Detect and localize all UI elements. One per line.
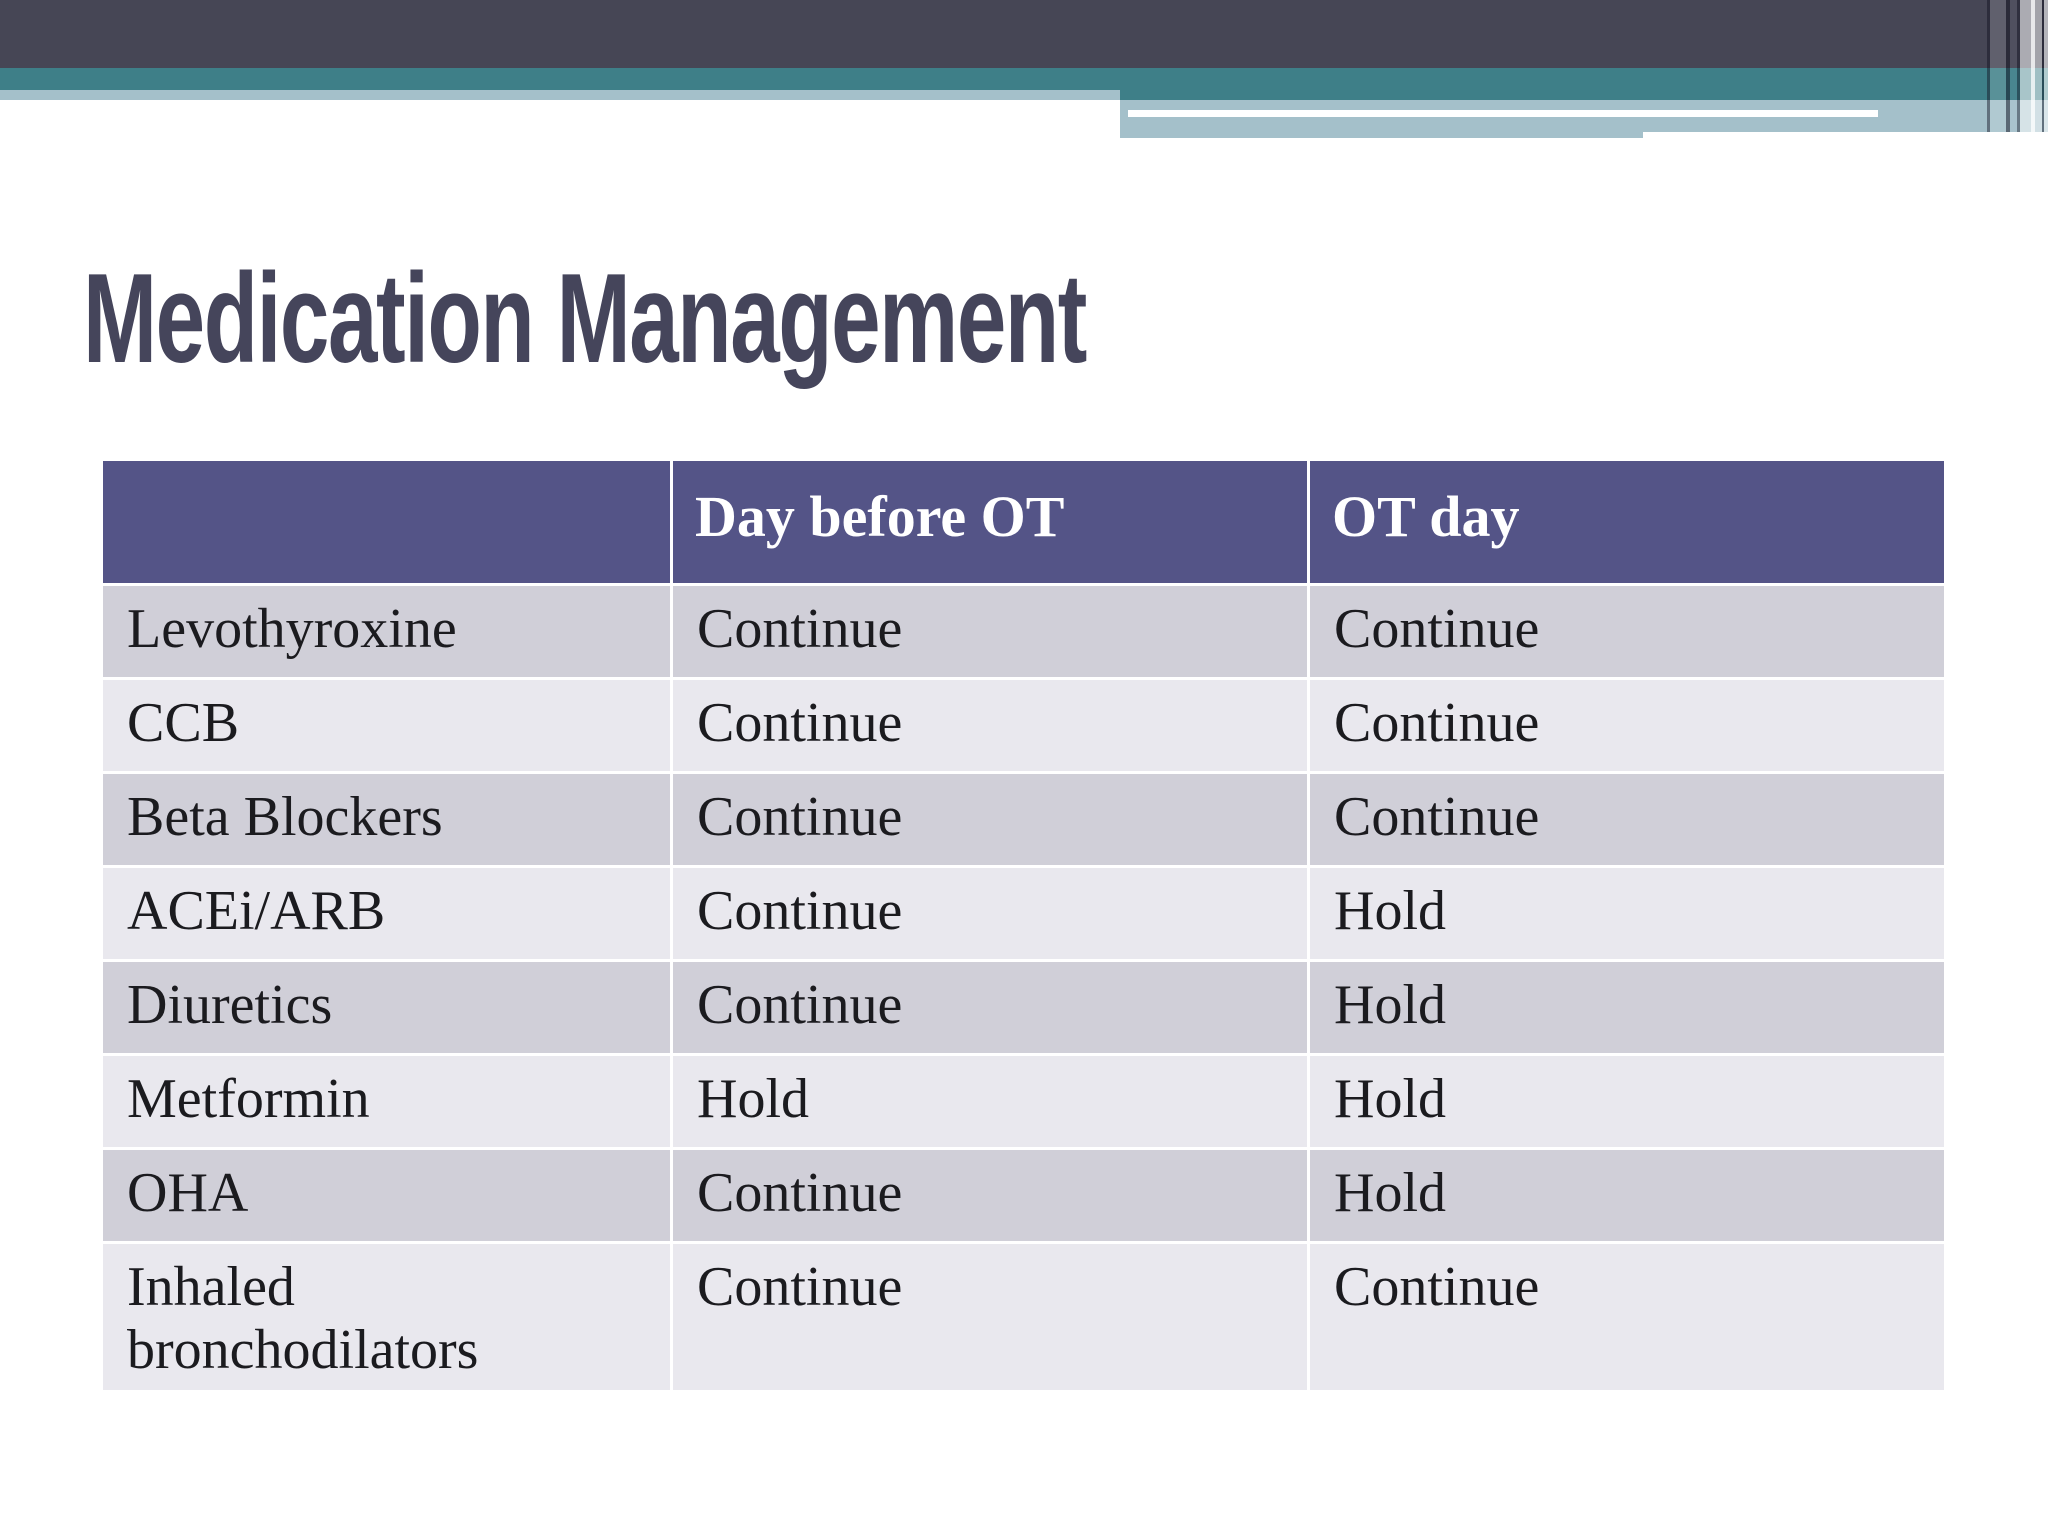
header-cell-ot-day: OT day xyxy=(1310,461,1944,583)
ot-day-cell: Continue xyxy=(1310,680,1944,771)
medication-cell: OHA xyxy=(103,1150,670,1241)
vertical-stripe xyxy=(2017,0,2020,132)
ot-day-cell: Hold xyxy=(1310,1056,1944,1147)
day-before-ot-cell: Continue xyxy=(673,586,1307,677)
slide-title: Medication Management xyxy=(83,255,1516,382)
ot-day-cell: Continue xyxy=(1310,774,1944,865)
corner-stripe-group xyxy=(1985,0,2048,132)
medication-cell: Beta Blockers xyxy=(103,774,670,865)
medication-table: Day before OT OT day Levothyroxine Contin… xyxy=(103,461,1944,1390)
day-before-ot-cell: Continue xyxy=(673,774,1307,865)
header-cell-day-before-ot: Day before OT xyxy=(673,461,1307,583)
medication-cell: Metformin xyxy=(103,1056,670,1147)
day-before-ot-cell: Continue xyxy=(673,868,1307,959)
day-before-ot-cell: Continue xyxy=(673,680,1307,771)
top-dark-bar xyxy=(0,0,2048,68)
light-blue-accent-bar-left xyxy=(0,90,1120,100)
medication-cell: Diuretics xyxy=(103,962,670,1053)
vertical-stripe xyxy=(2006,0,2010,132)
ot-day-cell: Continue xyxy=(1310,586,1944,677)
vertical-stripe xyxy=(1987,0,1990,132)
white-accent-stripe xyxy=(1128,110,1878,117)
day-before-ot-cell: Continue xyxy=(673,1150,1307,1241)
vertical-stripe xyxy=(2020,0,2031,132)
medication-cell: Inhaled bronchodilators xyxy=(103,1244,670,1390)
vertical-stripe xyxy=(2042,0,2044,132)
ot-day-cell: Hold xyxy=(1310,868,1944,959)
ot-day-cell: Continue xyxy=(1310,1244,1944,1390)
day-before-ot-cell: Hold xyxy=(673,1056,1307,1147)
ot-day-cell: Hold xyxy=(1310,962,1944,1053)
header-cell-medication xyxy=(103,461,670,583)
vertical-stripe xyxy=(2044,0,2048,132)
slide-title-text: Medication Management xyxy=(83,247,1087,389)
vertical-stripe xyxy=(2035,0,2042,132)
medication-cell: ACEi/ARB xyxy=(103,868,670,959)
medication-cell: CCB xyxy=(103,680,670,771)
vertical-stripe xyxy=(2010,0,2017,132)
vertical-stripe xyxy=(1990,0,2006,132)
ot-day-cell: Hold xyxy=(1310,1150,1944,1241)
medication-cell: Levothyroxine xyxy=(103,586,670,677)
light-blue-accent-block xyxy=(1120,100,1643,138)
vertical-stripe xyxy=(2031,0,2035,132)
day-before-ot-cell: Continue xyxy=(673,962,1307,1053)
day-before-ot-cell: Continue xyxy=(673,1244,1307,1390)
